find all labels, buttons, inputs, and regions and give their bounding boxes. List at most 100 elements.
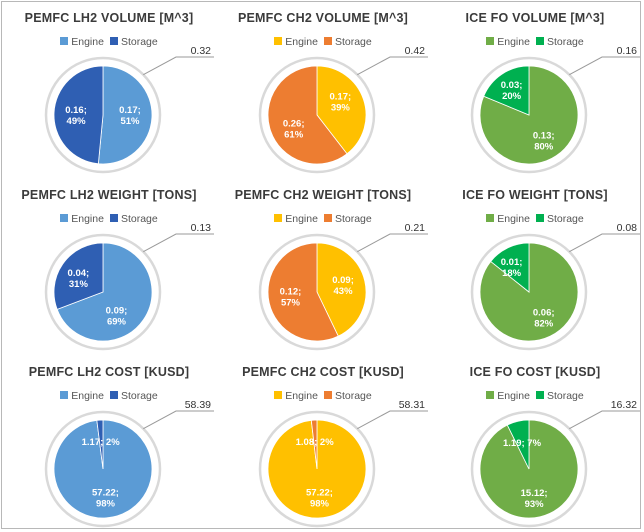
total-leader-line [357, 233, 428, 253]
slice-value-text: 0.12; [280, 287, 302, 298]
slice-value-text: 0.09; [106, 305, 128, 316]
slice-data-label: 1.17; 2% [82, 437, 121, 448]
legend-item: Storage [535, 213, 584, 225]
chart-title: PEMFC LH2 WEIGHT [TONS] [21, 188, 197, 202]
total-value-label: 0.16 [617, 45, 638, 57]
pie-slice-storage [53, 242, 104, 310]
total-value-label: 16.32 [611, 399, 637, 411]
chart-legend: Engine Storage [428, 213, 642, 225]
slice-value-text: 0.09; [332, 275, 354, 286]
slice-percent-text: 80% [534, 141, 554, 152]
pie-chart-svg: 0.32 0.17; 51% 0.16; 49% [44, 45, 214, 174]
legend-swatch [535, 37, 544, 45]
chart-legend: Engine Storage [428, 36, 642, 48]
pie-chart-panel: PEMFC LH2 WEIGHT [TONS] Engine Storage 0.13… [2, 179, 216, 355]
legend-swatch [60, 37, 69, 45]
legend-item: Engine [274, 36, 318, 48]
pie-chart-svg: 0.13 0.09; 69% 0.04; 31% [44, 222, 214, 351]
legend-swatch [323, 214, 332, 222]
legend-swatch [486, 37, 495, 45]
legend-label: Engine [497, 36, 530, 48]
pie-slice-storage [490, 242, 530, 293]
legend-swatch [323, 37, 332, 45]
chart-legend: Engine Storage [2, 36, 216, 48]
total-leader-line [143, 410, 214, 430]
pie-chart-svg: 58.31 57.22; 98% 1.08; 2% [258, 399, 428, 528]
legend-label: Engine [285, 213, 318, 225]
slice-percent-text: 82% [534, 318, 554, 329]
legend-swatch [274, 391, 283, 399]
slice-percent-text: 49% [67, 116, 87, 127]
legend-swatch [109, 37, 118, 45]
chart-title: PEMFC LH2 VOLUME [M^3] [24, 11, 194, 25]
legend-item: Storage [323, 390, 372, 402]
total-leader-line [569, 56, 640, 76]
slice-data-label: 15.12; 93% [521, 488, 548, 510]
slice-data-label: 0.04; 31% [68, 268, 90, 290]
legend-label: Storage [546, 36, 584, 48]
pie-chart-panel: PEMFC LH2 COST [KUSD] Engine Storage 58.39 5… [2, 356, 216, 532]
legend-swatch [323, 391, 332, 399]
slice-percent-text: 57% [281, 298, 301, 309]
legend-swatch [486, 214, 495, 222]
slice-value-text: 57.22; [92, 487, 119, 498]
legend-item: Storage [535, 36, 584, 48]
pie-chart-svg: 0.21 0.09; 43% 0.12; 57% [258, 222, 428, 351]
slice-value-text: 0.04; [68, 268, 90, 279]
chart-title: PEMFC LH2 COST [KUSD] [28, 365, 190, 379]
legend-swatch [274, 37, 283, 45]
pie-chart-svg: 0.42 0.17; 39% 0.26; 61% [258, 45, 428, 174]
pie-chart-svg: 58.39 57.22; 98% 1.17; 2% [44, 399, 214, 528]
legend-item: Engine [486, 213, 530, 225]
pie-chart-panel: ICE FO WEIGHT [TONS] Engine Storage 0.08 0.0… [428, 179, 642, 355]
slice-value-text: 1.19; 7% [503, 438, 542, 449]
legend-item: Engine [274, 390, 318, 402]
slice-data-label: 0.09; 43% [332, 275, 354, 297]
slice-data-label: 0.16; 49% [65, 105, 87, 127]
slice-value-text: 0.16; [65, 105, 87, 116]
total-leader-line [569, 410, 640, 430]
slice-data-label: 0.06; 82% [533, 307, 555, 329]
legend-label: Engine [285, 36, 318, 48]
legend-label: Engine [497, 390, 530, 402]
slice-value-text: 0.17; [330, 92, 352, 103]
pie-chart-panel: ICE FO VOLUME [M^3] Engine Storage 0.16 0.13… [428, 2, 642, 178]
pie-chart-svg: 0.16 0.13; 80% 0.03; 20% [470, 45, 640, 174]
legend-item: Engine [274, 213, 318, 225]
legend-item: Engine [60, 213, 104, 225]
slice-percent-text: 98% [310, 498, 330, 509]
pie-slice-storage [267, 242, 339, 342]
pie-slice-engine [56, 242, 153, 342]
total-value-label: 58.31 [399, 399, 425, 411]
chart-title: PEMFC CH2 WEIGHT [TONS] [234, 188, 412, 202]
slice-percent-text: 93% [525, 499, 545, 510]
pie-chart-panel: ICE FO COST [KUSD] Engine Storage 16.32 15.1… [428, 356, 642, 532]
legend-label: Storage [334, 213, 372, 225]
chart-title: ICE FO WEIGHT [TONS] [462, 188, 608, 202]
slice-data-label: 0.26; 61% [283, 118, 305, 140]
legend-label: Engine [71, 36, 104, 48]
slice-data-label: 1.08; 2% [296, 437, 335, 448]
legend-item: Storage [323, 213, 372, 225]
slice-value-text: 15.12; [521, 488, 548, 499]
slice-value-text: 0.03; [501, 80, 523, 91]
chart-title: PEMFC CH2 VOLUME [M^3] [237, 11, 409, 25]
total-value-label: 0.42 [405, 45, 426, 57]
pie-slice-engine [316, 242, 367, 337]
slice-percent-text: 98% [96, 498, 116, 509]
total-value-label: 0.13 [191, 222, 212, 234]
pie-chart-svg: 16.32 15.12; 93% 1.19; 7% [470, 399, 640, 528]
pie-slice-storage [483, 65, 530, 116]
slice-percent-text: 20% [502, 91, 522, 102]
legend-item: Engine [486, 36, 530, 48]
slice-value-text: 0.26; [283, 118, 305, 129]
legend-label: Storage [120, 390, 158, 402]
legend-item: Storage [109, 213, 158, 225]
pie-slice-storage [267, 65, 348, 165]
pie-slice-storage [310, 419, 318, 470]
pie-chart-panel: PEMFC CH2 VOLUME [M^3] Engine Storage 0.42 0… [216, 2, 430, 178]
slice-value-text: 1.08; 2% [296, 437, 335, 448]
legend-label: Storage [334, 36, 372, 48]
chart-title: ICE FO COST [KUSD] [469, 365, 601, 379]
